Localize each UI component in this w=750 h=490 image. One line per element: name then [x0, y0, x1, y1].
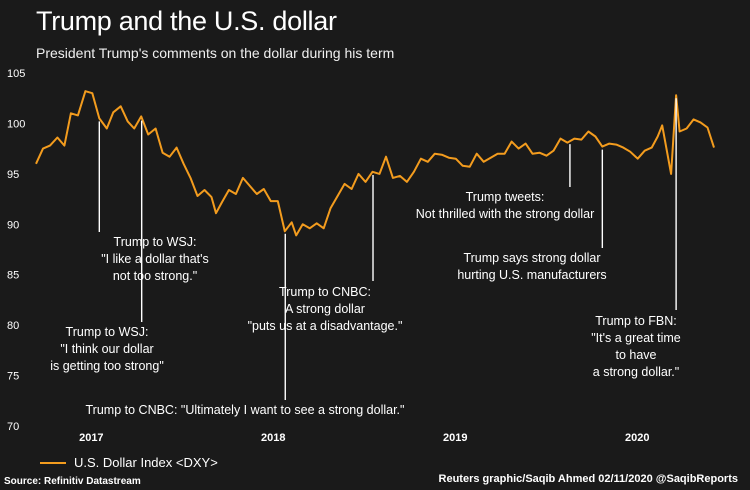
annotation-line: Trump to WSJ:	[114, 235, 197, 249]
annotation-line: Trump to FBN:	[595, 314, 677, 328]
annotation-line: is getting too strong"	[50, 359, 164, 373]
y-tick-label: 70	[7, 421, 19, 433]
source-note: Source: Refinitiv Datastream	[4, 476, 141, 487]
chart-title: Trump and the U.S. dollar	[36, 6, 337, 36]
series-line-dxy	[35, 90, 715, 237]
annotation-line: "I like a dollar that's	[101, 252, 209, 266]
chart-subtitle: President Trump's comments on the dollar…	[36, 45, 395, 61]
annotation-text: Trump to WSJ: "I think our dollar is getti…	[50, 325, 164, 373]
annotation-text: Trump to CNBC: "Ultimately I want to see…	[86, 403, 405, 417]
annotation-text: Trump to WSJ: "I like a dollar that's not …	[101, 235, 209, 283]
annotation-text: Trump to FBN: "It's a great time to have a …	[591, 314, 681, 379]
annotation-line: A strong dollar	[285, 302, 365, 316]
y-tick-label: 85	[7, 270, 19, 282]
y-tick-label: 90	[7, 219, 19, 231]
annotation-line: "It's a great time	[591, 331, 681, 345]
annotation-text: Trump to CNBC: A strong dollar "puts us at…	[248, 285, 403, 333]
legend-label: U.S. Dollar Index <DXY>	[74, 455, 218, 470]
annotation-line: not too strong."	[113, 269, 197, 283]
x-tick-label: 2019	[443, 432, 467, 444]
y-tick-label: 105	[7, 68, 25, 80]
legend: U.S. Dollar Index <DXY>	[40, 455, 218, 470]
annotation-line: "I think our dollar	[60, 342, 153, 356]
x-tick-label: 2017	[79, 432, 103, 444]
x-tick-label: 2020	[625, 432, 649, 444]
annotation-line: to have	[615, 348, 656, 362]
annotation-line: "puts us at a disadvantage."	[248, 319, 403, 333]
annotation-line: Trump to CNBC: "Ultimately I want to see…	[86, 403, 405, 417]
y-tick-label: 80	[7, 320, 19, 332]
legend-swatch	[40, 461, 66, 464]
annotation-line: Not thrilled with the strong dollar	[416, 207, 595, 221]
annotation-line: Trump to CNBC:	[279, 285, 371, 299]
annotation-line: Trump says strong dollar	[463, 251, 600, 265]
y-tick-label: 100	[7, 118, 25, 130]
annotation-line: a strong dollar."	[593, 365, 679, 379]
annotation-text: Trump says strong dollar hurting U.S. man…	[457, 251, 606, 282]
y-tick-label: 95	[7, 169, 19, 181]
annotation-line: hurting U.S. manufacturers	[457, 268, 606, 282]
y-tick-label: 75	[7, 371, 19, 383]
annotation-line: Trump tweets:	[466, 190, 545, 204]
x-tick-label: 2018	[261, 432, 285, 444]
annotation-text: Trump tweets: Not thrilled with the stron…	[416, 190, 595, 221]
credit-note: Reuters graphic/Saqib Ahmed 02/11/2020 @…	[438, 473, 738, 485]
annotation-line: Trump to WSJ:	[66, 325, 149, 339]
